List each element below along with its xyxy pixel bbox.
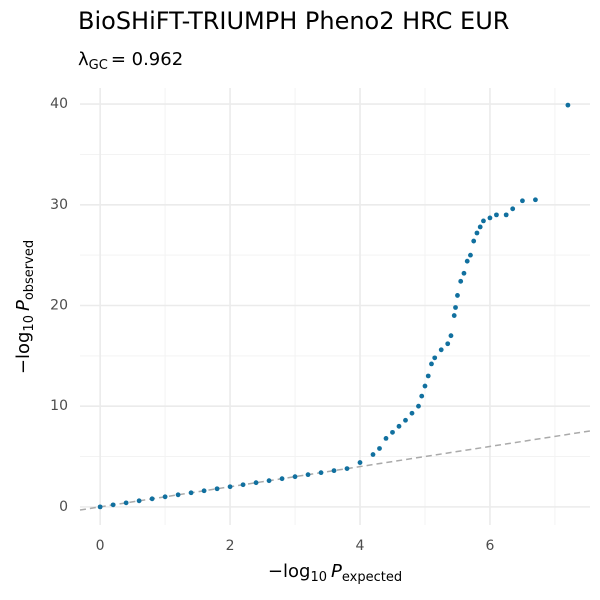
point xyxy=(432,355,438,361)
point xyxy=(97,504,103,510)
y-label-prefix: −log xyxy=(13,332,34,375)
subtitle-symbol: λ xyxy=(78,49,89,70)
point xyxy=(188,490,194,496)
point xyxy=(461,270,467,276)
point xyxy=(175,492,181,498)
x-tick-label: 6 xyxy=(485,538,494,554)
point xyxy=(455,293,460,298)
y-tick-label: 40 xyxy=(50,96,68,112)
point xyxy=(510,206,516,212)
point xyxy=(494,212,499,218)
point xyxy=(227,484,233,490)
point xyxy=(357,460,363,465)
point xyxy=(453,305,458,310)
point xyxy=(481,218,486,224)
point xyxy=(123,500,129,506)
point xyxy=(458,278,464,284)
point xyxy=(429,361,434,367)
point xyxy=(503,212,509,218)
reference-line xyxy=(79,430,591,511)
x-label-var-sub: expected xyxy=(342,570,402,585)
point xyxy=(422,383,428,389)
point xyxy=(240,482,246,488)
point xyxy=(318,470,324,476)
point xyxy=(533,197,538,203)
x-axis-label: −log10 Pexpected xyxy=(268,561,402,585)
point xyxy=(305,472,311,478)
point xyxy=(383,436,389,441)
chart-title: BioSHiFT-TRIUMPH Pheno2 HRC EUR xyxy=(78,7,509,35)
x-label-sub: 10 xyxy=(310,570,327,585)
point xyxy=(396,423,402,429)
point xyxy=(214,486,220,492)
y-label-var-sub: observed xyxy=(22,240,37,300)
point xyxy=(162,494,168,500)
point xyxy=(409,410,415,416)
point xyxy=(425,373,431,379)
point xyxy=(416,403,421,409)
y-tick-label: 0 xyxy=(59,499,68,515)
point xyxy=(136,498,142,504)
point xyxy=(451,313,457,318)
point xyxy=(266,478,272,484)
point xyxy=(487,215,493,221)
point xyxy=(370,452,376,457)
point xyxy=(445,341,451,347)
point xyxy=(468,252,473,258)
point xyxy=(344,466,350,472)
point xyxy=(471,238,477,244)
point xyxy=(448,333,454,339)
x-label-var: P xyxy=(331,561,342,582)
subtitle-value: = 0.962 xyxy=(111,49,183,70)
point xyxy=(253,480,259,486)
x-tick-label: 0 xyxy=(96,538,105,554)
point xyxy=(390,429,395,435)
y-axis-label: −log10 Pobserved xyxy=(13,240,37,374)
x-tick-label: 4 xyxy=(356,538,365,554)
point xyxy=(110,502,116,508)
y-tick-label: 30 xyxy=(50,197,68,213)
x-tick-label: 2 xyxy=(226,538,235,554)
subtitle: λGC = 0.962 xyxy=(78,49,183,73)
point xyxy=(149,496,155,502)
point xyxy=(201,488,207,494)
point xyxy=(474,230,480,236)
point xyxy=(520,198,525,204)
x-label-prefix: −log xyxy=(268,561,311,582)
point xyxy=(403,417,408,423)
point xyxy=(279,476,285,482)
point xyxy=(477,224,483,230)
point xyxy=(292,474,298,480)
point xyxy=(377,446,382,451)
y-tick-label: 20 xyxy=(50,297,68,313)
y-label-var: P xyxy=(13,300,34,311)
y-label-sub: 10 xyxy=(22,315,37,332)
point xyxy=(419,393,425,399)
point xyxy=(565,102,571,108)
point xyxy=(464,258,470,264)
point xyxy=(331,468,337,474)
point xyxy=(438,347,444,353)
y-tick-label: 10 xyxy=(50,398,68,414)
subtitle-subscript: GC xyxy=(89,58,108,73)
